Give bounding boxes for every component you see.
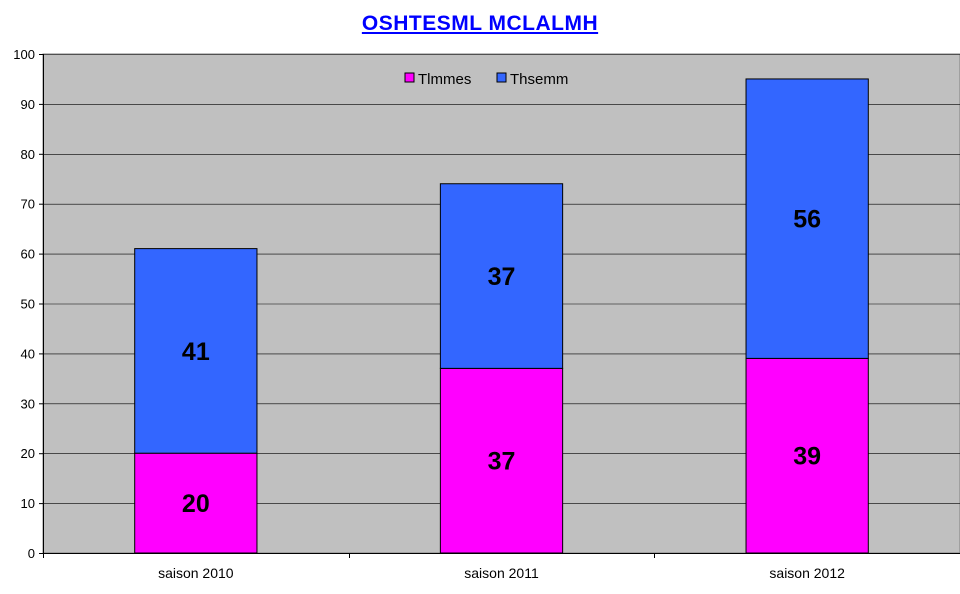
legend-label-thsemm: Thsemm — [510, 71, 568, 88]
data-label-thsemm-2: 56 — [793, 206, 821, 234]
y-tick-label-20: 20 — [21, 446, 35, 461]
y-tick-label-70: 70 — [21, 197, 35, 212]
legend-swatch-thsemm — [496, 72, 507, 83]
y-tick-label-80: 80 — [21, 147, 35, 162]
bar-tlmmes-0[interactable] — [134, 452, 258, 554]
y-tick-label-10: 10 — [21, 496, 35, 511]
y-tick-label-60: 60 — [21, 247, 35, 262]
y-tick-label-30: 30 — [21, 396, 35, 411]
data-label-thsemm-0: 41 — [182, 338, 210, 366]
x-tick-label-1: saison 2011 — [464, 565, 539, 581]
bar-thsemm-2[interactable] — [745, 78, 869, 359]
y-tick-label-50: 50 — [21, 297, 35, 312]
x-tick-label-2: saison 2012 — [769, 565, 845, 581]
legend-swatch-tlmmes — [404, 72, 415, 83]
legend-label-tlmmes: Tlmmes — [418, 71, 471, 88]
bar-tlmmes-2[interactable] — [745, 357, 869, 554]
y-tick-label-0: 0 — [28, 546, 35, 561]
data-label-tlmmes-1: 37 — [488, 448, 516, 476]
y-tick-label-90: 90 — [21, 97, 35, 112]
bar-tlmmes-1[interactable] — [439, 367, 564, 554]
x-tick-label-0: saison 2010 — [158, 565, 234, 581]
y-tick-label-40: 40 — [21, 346, 35, 361]
bar-thsemm-0[interactable] — [134, 248, 258, 454]
data-label-thsemm-1: 37 — [488, 263, 516, 291]
y-tick-label-100: 100 — [13, 47, 35, 62]
chart-title: OSHTESML MCLALMH — [361, 12, 599, 35]
bar-thsemm-1[interactable] — [439, 183, 564, 369]
data-label-tlmmes-2: 39 — [793, 443, 821, 471]
data-label-tlmmes-0: 20 — [182, 490, 210, 518]
